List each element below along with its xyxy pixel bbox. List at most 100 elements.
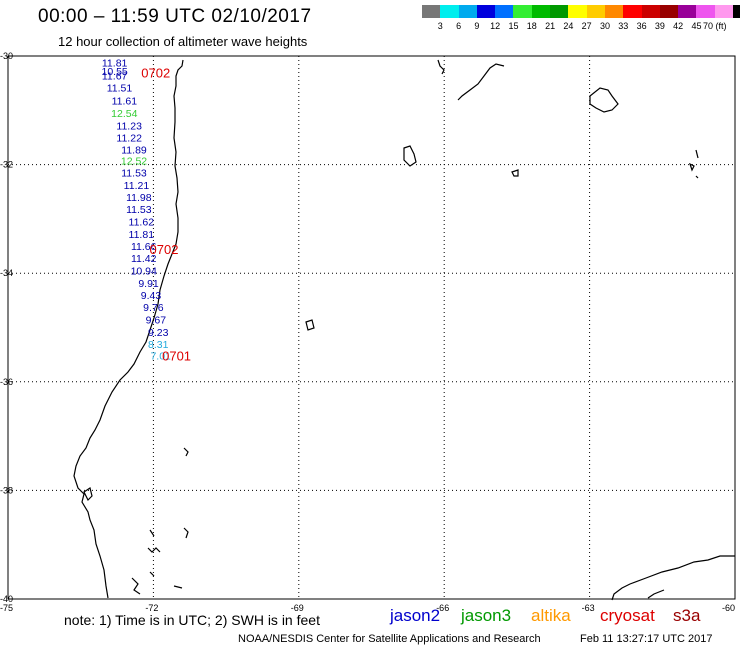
wave-height-label: 11.21: [124, 180, 150, 192]
islet-1: [511, 169, 519, 177]
wave-height-label: 9.67: [146, 314, 167, 326]
peninsula-valdes: [589, 87, 619, 113]
colorbar-swatch-12: [641, 5, 660, 18]
colorbar-swatch-0: [422, 5, 441, 18]
wave-height-label: 11.98: [126, 192, 152, 204]
wave-height-label: 11.89: [121, 144, 147, 156]
lat-tick-label: -38: [0, 485, 13, 495]
colorbar-swatch-9: [586, 5, 605, 18]
lat-tick-label: -30: [0, 51, 13, 61]
colorbar-swatch-1: [440, 5, 459, 18]
islet-2: [688, 162, 695, 172]
colorbar-label: 27: [581, 21, 592, 31]
south-inlet-6: [183, 447, 189, 457]
chile-coastline: [73, 59, 184, 599]
map-frame: [7, 55, 736, 600]
colorbar-label: 6: [456, 21, 462, 31]
coastline: [73, 59, 735, 601]
lon-tick-label: -69: [291, 603, 304, 613]
colorbar-label: 33: [618, 21, 629, 31]
islet-4: [695, 149, 699, 159]
footer-timestamp: Feb 11 13:27:17 UTC 2017: [580, 633, 713, 645]
chart-subtitle: 12 hour collection of altimeter wave hei…: [58, 34, 308, 49]
wave-height-label: 11.42: [131, 253, 157, 265]
south-inlet-5: [183, 527, 189, 539]
lon-tick-label: -63: [582, 603, 595, 613]
chiloe-island: [83, 487, 93, 502]
wave-height-label: 9.23: [148, 327, 169, 339]
islet-5: [305, 319, 315, 331]
wave-height-label: 11.23: [116, 121, 142, 133]
lon-tick-label: -60: [722, 603, 735, 613]
pass-time-label: 0702: [150, 242, 179, 257]
argentina-coast-bay: [457, 63, 505, 101]
colorbar-label: 18: [526, 21, 537, 31]
legend-altika: altika: [531, 606, 571, 625]
colorbar-swatch-10: [604, 5, 624, 18]
footer-credit: NOAA/NESDIS Center for Satellite Applica…: [238, 633, 541, 645]
wave-height-label: 11.22: [116, 132, 142, 144]
lon-tick-label: -72: [145, 603, 158, 613]
colorbar-label: 30: [599, 21, 611, 31]
wave-height-label: 7.01: [150, 351, 171, 363]
colorbar-label: 36: [636, 21, 647, 31]
units-note: note: 1) Time is in UTC; 2) SWH is in fe…: [64, 612, 320, 628]
colorbar-label: 12: [490, 21, 501, 31]
colorbar-label: 15: [508, 21, 519, 31]
wave-height-label: 8.31: [148, 339, 169, 351]
colorbar-label: 39: [654, 21, 665, 31]
lon-tick-label: -75: [0, 603, 13, 613]
colorbar-swatch-5: [513, 5, 532, 18]
wave-height-label: 11.81: [129, 229, 155, 241]
argentina-coast-north: [437, 59, 445, 75]
wave-height-label: 9.43: [141, 290, 162, 302]
wave-height-label: 10.94: [131, 265, 157, 277]
valdes-inlet: [149, 529, 155, 537]
colorbar-labels: 3 6 9 12 15 18 21 24 27 30 33 36 39 42 45 70 (ft): [422, 21, 740, 35]
islet-3: [695, 175, 699, 179]
wave-height-label: 11.61: [112, 96, 138, 108]
colorbar-swatch-7: [550, 5, 569, 18]
colorbar-label: 21: [545, 21, 556, 31]
lat-tick-label: -32: [0, 160, 13, 170]
colorbar-swatch-17: [733, 5, 740, 18]
colorbar-label: 70 (ft): [703, 21, 727, 31]
wave-height-label: 11.67: [102, 71, 128, 83]
wave-height-colorbar: [422, 5, 740, 18]
wave-height-label: 11.66: [131, 241, 157, 253]
wave-height-labels: 11.8110.5511.6711.5111.6112.5411.2311.22…: [101, 58, 171, 363]
wave-height-label: 9.91: [138, 278, 159, 290]
legend-cryosat: cryosat: [600, 606, 655, 625]
pass-time-label: 0702: [141, 65, 170, 80]
colorbar-swatch-2: [458, 5, 477, 18]
gridlines: [7, 55, 736, 600]
wave-height-label: 10.55: [101, 66, 127, 78]
colorbar-label: 24: [563, 21, 574, 31]
lat-tick-label: -40: [0, 594, 13, 604]
south-inlet-3: [149, 571, 155, 577]
island-east: [403, 145, 417, 167]
chart-title: 00:00 – 11:59 UTC 02/10/2017: [38, 6, 312, 27]
colorbar-swatch-13: [659, 5, 679, 18]
south-inlet-1: [147, 547, 161, 553]
wave-height-label: 11.51: [107, 82, 133, 94]
south-inlet-2: [131, 577, 141, 595]
argentina-coast-south-2: [647, 589, 665, 599]
colorbar-swatch-6: [531, 5, 551, 18]
colorbar-swatch-15: [696, 5, 715, 18]
wave-height-label: 11.53: [126, 204, 152, 216]
wave-height-label: 11.81: [102, 58, 128, 70]
colorbar-label: 45: [691, 21, 702, 31]
wave-height-label: 12.52: [121, 155, 147, 167]
colorbar-swatch-4: [495, 5, 514, 18]
south-inlet-4: [173, 585, 183, 589]
wave-height-label: 9.76: [143, 302, 164, 314]
wave-height-label: 11.53: [121, 168, 147, 180]
legend-s3a: s3a: [673, 606, 701, 625]
lon-tick-label: -66: [436, 603, 449, 613]
legend-jason2: jason2: [390, 606, 441, 625]
colorbar-label: 42: [673, 21, 684, 31]
wave-height-label: 11.62: [129, 217, 155, 229]
colorbar-swatch-8: [568, 5, 587, 18]
